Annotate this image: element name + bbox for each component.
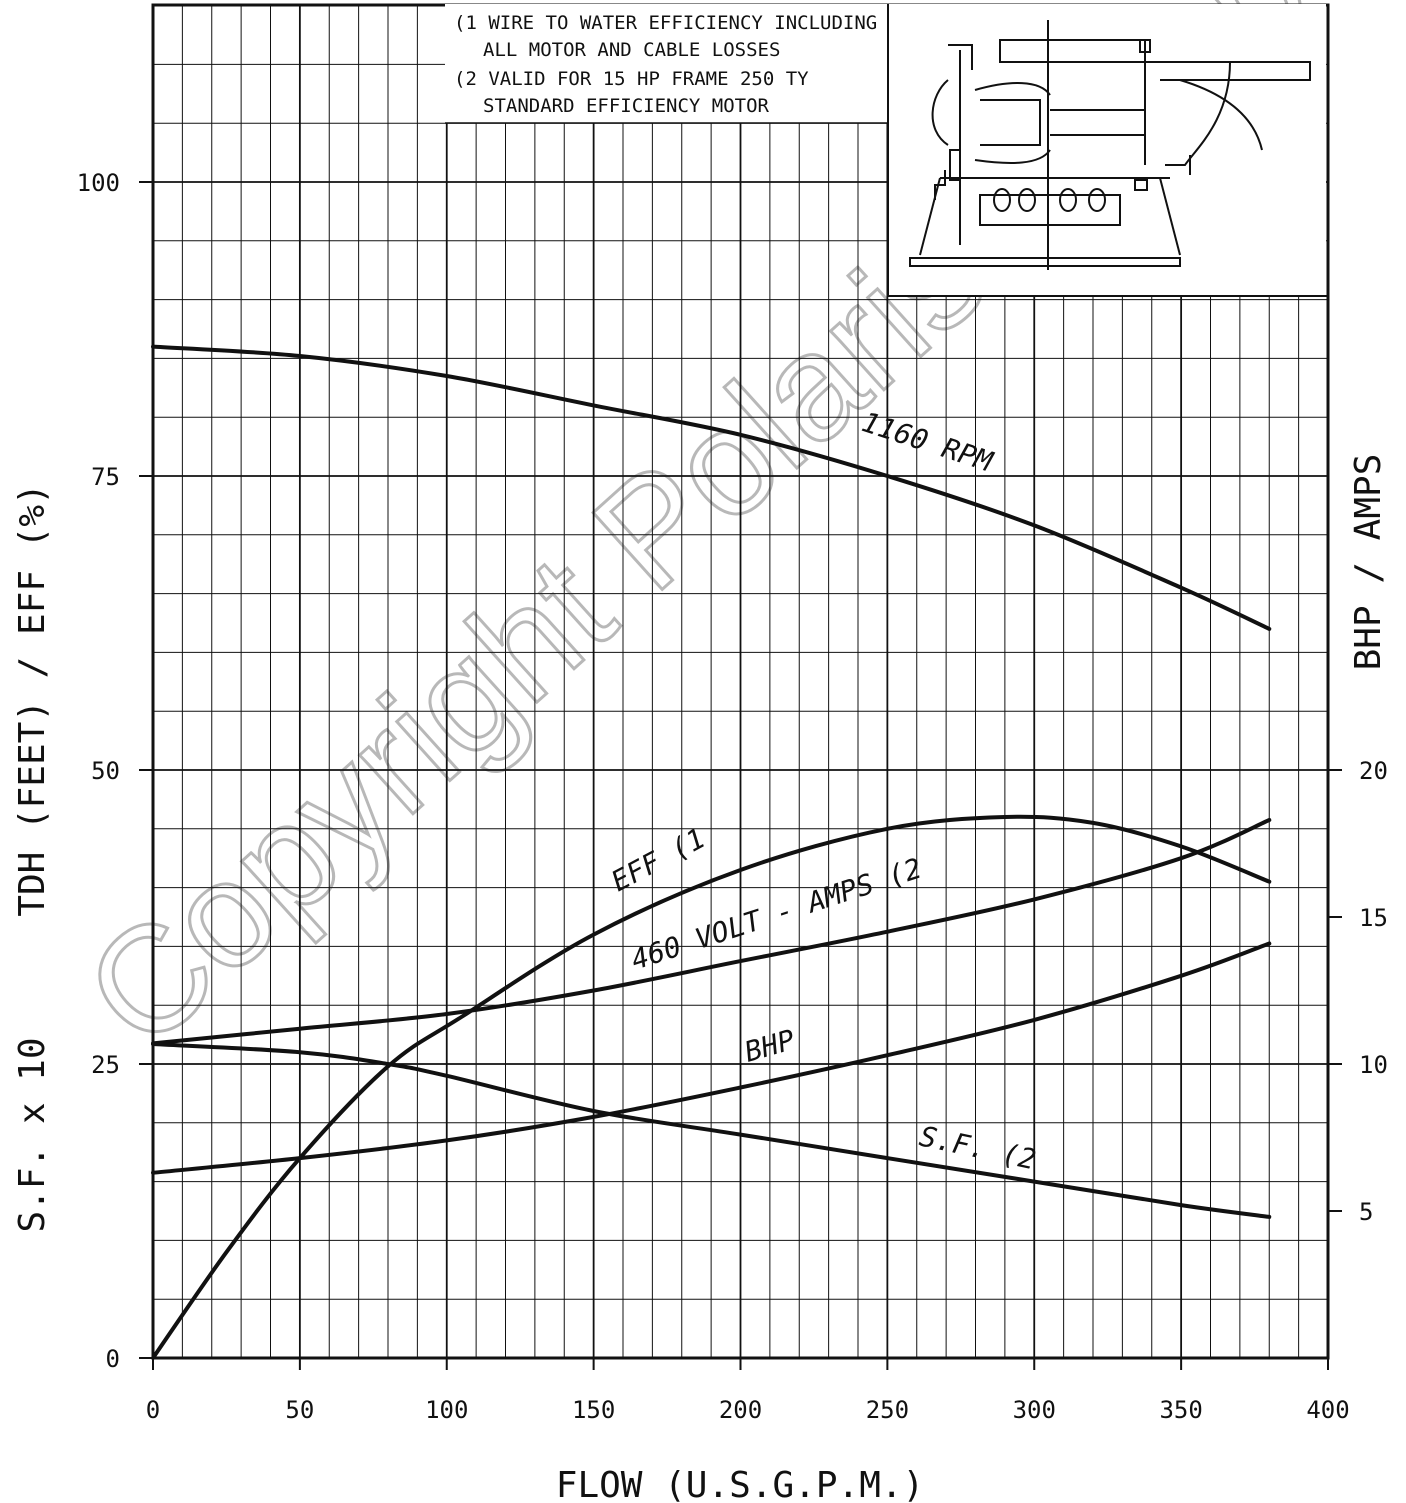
series-line-2 bbox=[151, 818, 1272, 1046]
note-line-1: (1 WIRE TO WATER EFFICIENCY INCLUDING bbox=[454, 12, 877, 34]
x-tick-label: 300 bbox=[1013, 1396, 1056, 1424]
curve-label-rpm: 1160 RPM bbox=[858, 405, 998, 478]
x-tick-label: 150 bbox=[572, 1396, 615, 1424]
notes-box-bg bbox=[445, 4, 890, 123]
note-line-4: STANDARD EFFICIENCY MOTOR bbox=[483, 95, 770, 117]
y-right-tick-label: 10 bbox=[1359, 1051, 1388, 1079]
y-left-tick-label: 75 bbox=[91, 463, 120, 491]
y-right-tick-label: 5 bbox=[1359, 1198, 1373, 1226]
pump-drawing-inset bbox=[888, 4, 1327, 297]
pump-cross-section-illustration bbox=[909, 20, 1311, 270]
series-line-0 bbox=[151, 344, 1272, 631]
grid bbox=[152, 5, 1329, 1359]
x-tick-label: 50 bbox=[285, 1396, 314, 1424]
x-tick-label: 350 bbox=[1159, 1396, 1202, 1424]
x-tick-label: 400 bbox=[1306, 1396, 1349, 1424]
note-line-2: ALL MOTOR AND CABLE LOSSES bbox=[483, 39, 780, 61]
x-tick-label: 250 bbox=[866, 1396, 909, 1424]
y-left-tick-label: 0 bbox=[106, 1345, 120, 1373]
x-tick-label: 100 bbox=[425, 1396, 468, 1424]
y-left-tick-label: 100 bbox=[77, 169, 120, 197]
y-right-title: BHP / AMPS bbox=[1348, 454, 1389, 671]
series-line-1 bbox=[151, 814, 1272, 1360]
y-left-title-sf: S.F. x 10 bbox=[12, 1037, 53, 1232]
curve-label-bhp: BHP bbox=[741, 1023, 799, 1069]
y-right-tick-label: 15 bbox=[1359, 904, 1388, 932]
y-left-title-tdh: TDH (FEET) / EFF (%) bbox=[12, 483, 53, 916]
note-line-3: (2 VALID FOR 15 HP FRAME 250 TY bbox=[454, 68, 809, 90]
x-axis-title: FLOW (U.S.G.P.M.) bbox=[556, 1465, 924, 1503]
x-tick-label: 0 bbox=[146, 1396, 160, 1424]
notes-box: (1 WIRE TO WATER EFFICIENCY INCLUDING AL… bbox=[445, 4, 890, 296]
y-right-tick-label: 20 bbox=[1359, 757, 1388, 785]
y-left-tick-label: 50 bbox=[91, 757, 120, 785]
series-line-3 bbox=[151, 941, 1272, 1175]
ticks: 0 50 100 150 200 250 300 350 400 0 25 50 75 100 5 10 15 2… bbox=[77, 169, 1388, 1424]
series-line-4 bbox=[151, 1042, 1272, 1219]
curves bbox=[151, 344, 1272, 1360]
inset-bg bbox=[889, 4, 1326, 296]
y-left-tick-label: 25 bbox=[91, 1051, 120, 1079]
x-tick-label: 200 bbox=[719, 1396, 762, 1424]
curve-label-sf: S.F. (2 bbox=[917, 1120, 1039, 1177]
